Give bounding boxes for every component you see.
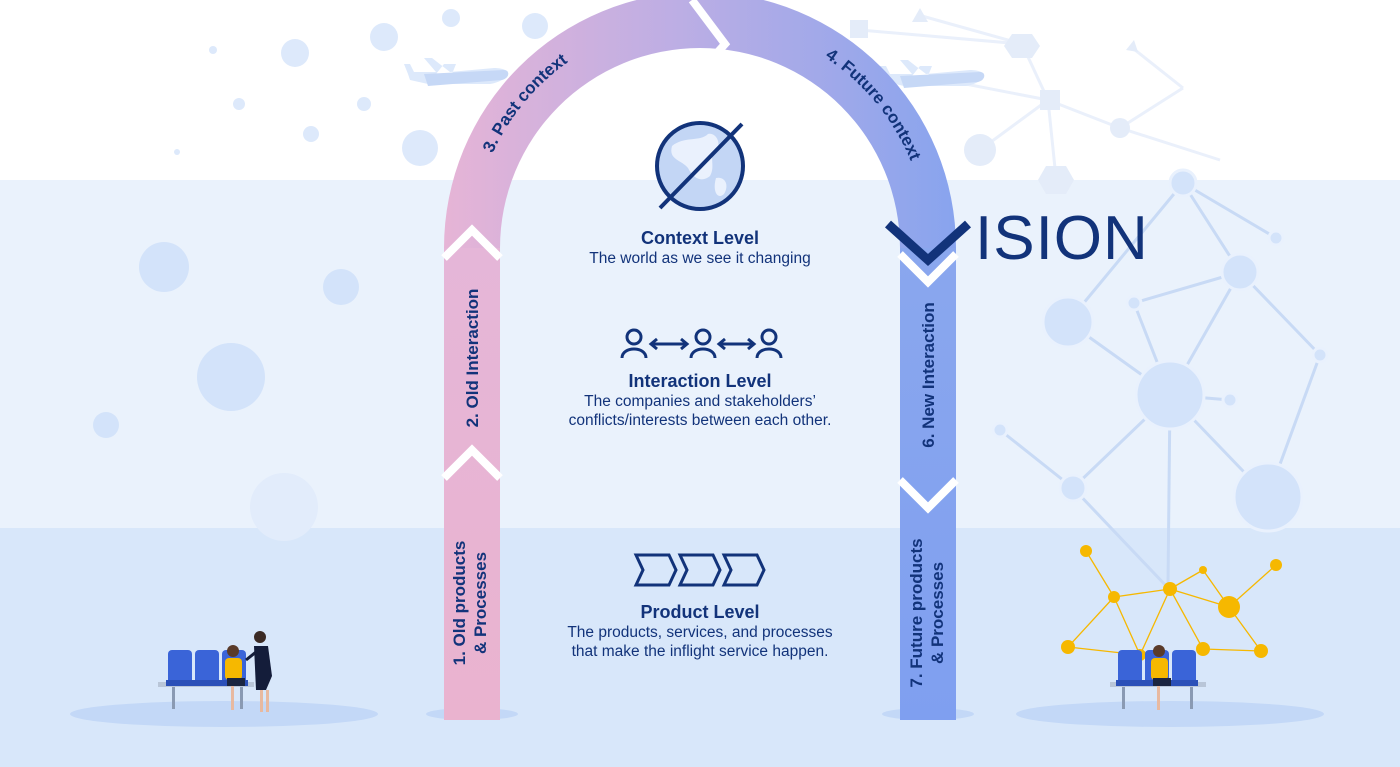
globe-icon bbox=[655, 121, 745, 211]
arch-label-1-line2: & Processes bbox=[471, 552, 490, 654]
vision-word: ISION bbox=[975, 204, 1149, 273]
product-level-desc-line1: The products, services, and processes bbox=[567, 624, 833, 641]
arch-label-1-line1: 1. Old products bbox=[450, 541, 469, 666]
passenger-icon bbox=[1151, 645, 1171, 710]
arch-label-7-line2: & Processes bbox=[928, 562, 947, 664]
context-level-desc: The world as we see it changing bbox=[589, 250, 811, 267]
vision-v-chevron bbox=[884, 220, 972, 267]
product-level-desc-line2: that make the inflight service happen. bbox=[571, 643, 829, 660]
passenger-icon bbox=[225, 645, 245, 710]
context-level-block: Context Level The world as we see it cha… bbox=[530, 227, 870, 268]
process-chevrons-icon bbox=[633, 553, 766, 587]
flight-attendant-icon bbox=[245, 631, 272, 712]
arch-label-6: 6. New Interaction bbox=[919, 302, 938, 447]
context-level-title: Context Level bbox=[640, 228, 760, 248]
floor-shadow bbox=[1016, 701, 1324, 727]
interaction-level-title: Interaction Level bbox=[628, 371, 772, 391]
arch-top bbox=[444, 0, 956, 248]
product-level-title: Product Level bbox=[640, 602, 760, 622]
interaction-level-desc-line2: conflicts/interests between each other. bbox=[568, 412, 832, 429]
interaction-level-block: Interaction Level The companies and stak… bbox=[530, 370, 870, 430]
yellow-network-icon bbox=[1061, 545, 1282, 661]
arch-label-2: 2. Old Interaction bbox=[463, 289, 482, 428]
product-level-block: Product Level The products, services, an… bbox=[530, 601, 870, 661]
network-icon bbox=[850, 8, 1329, 592]
people-exchange-icon bbox=[620, 328, 783, 359]
airplane-icon bbox=[880, 60, 985, 88]
decorative-bubbles bbox=[93, 9, 548, 541]
arch-right-column bbox=[900, 248, 956, 720]
airplane-icon bbox=[404, 58, 509, 86]
arch-label-7-line1: 7. Future products bbox=[907, 538, 926, 687]
floor-shadow bbox=[70, 701, 378, 727]
interaction-level-desc-line1: The companies and stakeholders’ bbox=[584, 393, 816, 410]
arch-left-column bbox=[444, 248, 500, 720]
